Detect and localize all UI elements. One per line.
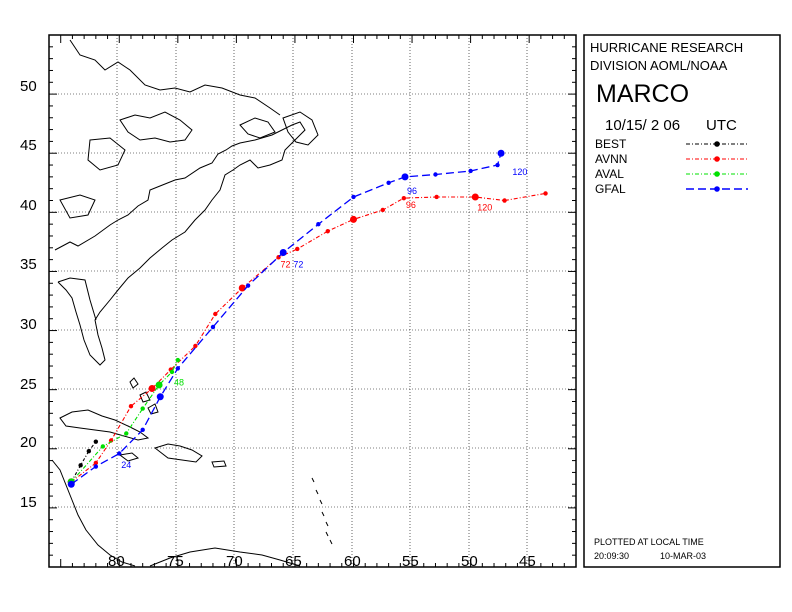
storm-tracks: 72 96 120 48 24 72 96 120 [67,149,548,488]
lat-label-15: 15 [20,494,37,511]
lon-label-60: 60 [344,553,361,570]
track-point-avnn [401,195,407,201]
org-line-2: DIVISION AOML/NOAA [590,58,728,73]
lat-label-35: 35 [20,256,37,273]
legend-marker-avnn [714,156,720,162]
track-point-gfal [433,172,438,177]
lat-label-20: 20 [20,434,37,451]
track-point-gfal [316,221,321,227]
time-zone: UTC [706,117,737,134]
track-point-avnn [325,229,330,234]
track-point-avnn [471,193,479,201]
track-point-gfal [245,283,251,288]
lat-axis: 50 45 40 35 30 25 20 15 [20,78,37,511]
footer-date: 10-MAR-03 [660,551,706,561]
legend-marker-best [714,141,720,147]
track-point-aval [124,431,129,436]
lat-label-40: 40 [20,197,37,214]
track-point-gfal [117,451,122,456]
plot-frame [48,34,577,568]
track-hour-label-avnn: 96 [406,200,416,210]
lat-label-25: 25 [20,376,37,393]
track-hour-label-avnn: 72 [281,259,291,269]
lat-label-30: 30 [20,316,37,333]
track-point-gfal [351,194,356,200]
legend-label-aval: AVAL [595,167,624,181]
track-point-aval [100,444,106,449]
info-panel [583,34,781,568]
track-point-avnn [148,384,156,392]
track-point-avnn [434,194,439,200]
track-hour-label-gfal: 96 [407,186,417,196]
track-point-avnn [128,404,134,409]
track-point-avnn [193,343,198,349]
lon-label-45: 45 [519,553,536,570]
track-point-gfal [93,464,99,469]
org-line-1: HURRICANE RESEARCH [590,40,743,55]
footer-time: 20:09:30 [594,551,629,561]
lon-label-75: 75 [167,553,184,570]
track-point-aval [169,369,175,375]
track-hour-label-aval: 48 [174,377,184,387]
legend-label-avnn: AVNN [595,152,627,166]
track-point-gfal [468,168,473,174]
lon-label-50: 50 [461,553,478,570]
lat-label-45: 45 [20,137,37,154]
track-point-best [93,439,99,444]
lon-label-65: 65 [285,553,302,570]
grid-lines [49,35,576,567]
track-point-aval [175,357,181,363]
track-point-avnn [213,311,218,317]
track-hour-label-avnn: 120 [477,203,492,213]
footer-note: PLOTTED AT LOCAL TIME [594,537,704,547]
track-hour-label-gfal: 24 [121,460,131,470]
track-point-gfal [386,180,391,185]
track-point-avnn [502,198,507,203]
track-point-avnn [349,215,357,223]
legend-label-gfal: GFAL [595,182,626,196]
track-hour-label-gfal: 72 [293,259,303,269]
track-point-gfal [279,249,287,257]
track-point-gfal [67,480,75,488]
track-line-best [70,441,97,483]
storm-name: MARCO [596,80,689,108]
legend-marker-aval [714,171,720,177]
legend-label-best: BEST [595,137,627,151]
track-point-gfal [156,393,164,401]
track-point-gfal [175,366,181,371]
track-point-best [78,463,83,468]
track-point-gfal [401,173,409,181]
track-point-avnn [295,246,300,252]
lon-label-70: 70 [226,553,243,570]
track-point-avnn [93,460,99,466]
track-point-avnn [380,207,385,213]
lon-label-80: 80 [108,553,125,570]
legend-marker-gfal [714,186,720,192]
track-point-gfal [140,427,145,433]
lon-label-55: 55 [402,553,419,570]
track-point-gfal [497,149,505,157]
forecast-date: 10/15/ 2 06 [605,117,680,134]
track-point-avnn [543,191,548,196]
track-hour-label-gfal: 120 [512,167,527,177]
track-point-avnn [238,284,246,292]
track-point-best [86,448,92,454]
lat-label-50: 50 [20,78,37,95]
coastlines [51,39,333,567]
track-point-aval [155,381,163,389]
track-point-aval [140,406,145,411]
track-point-gfal [210,324,216,330]
axis-ticks [48,34,577,568]
track-point-gfal [495,162,500,168]
lon-axis: 80 75 70 65 60 55 50 45 [108,553,536,570]
